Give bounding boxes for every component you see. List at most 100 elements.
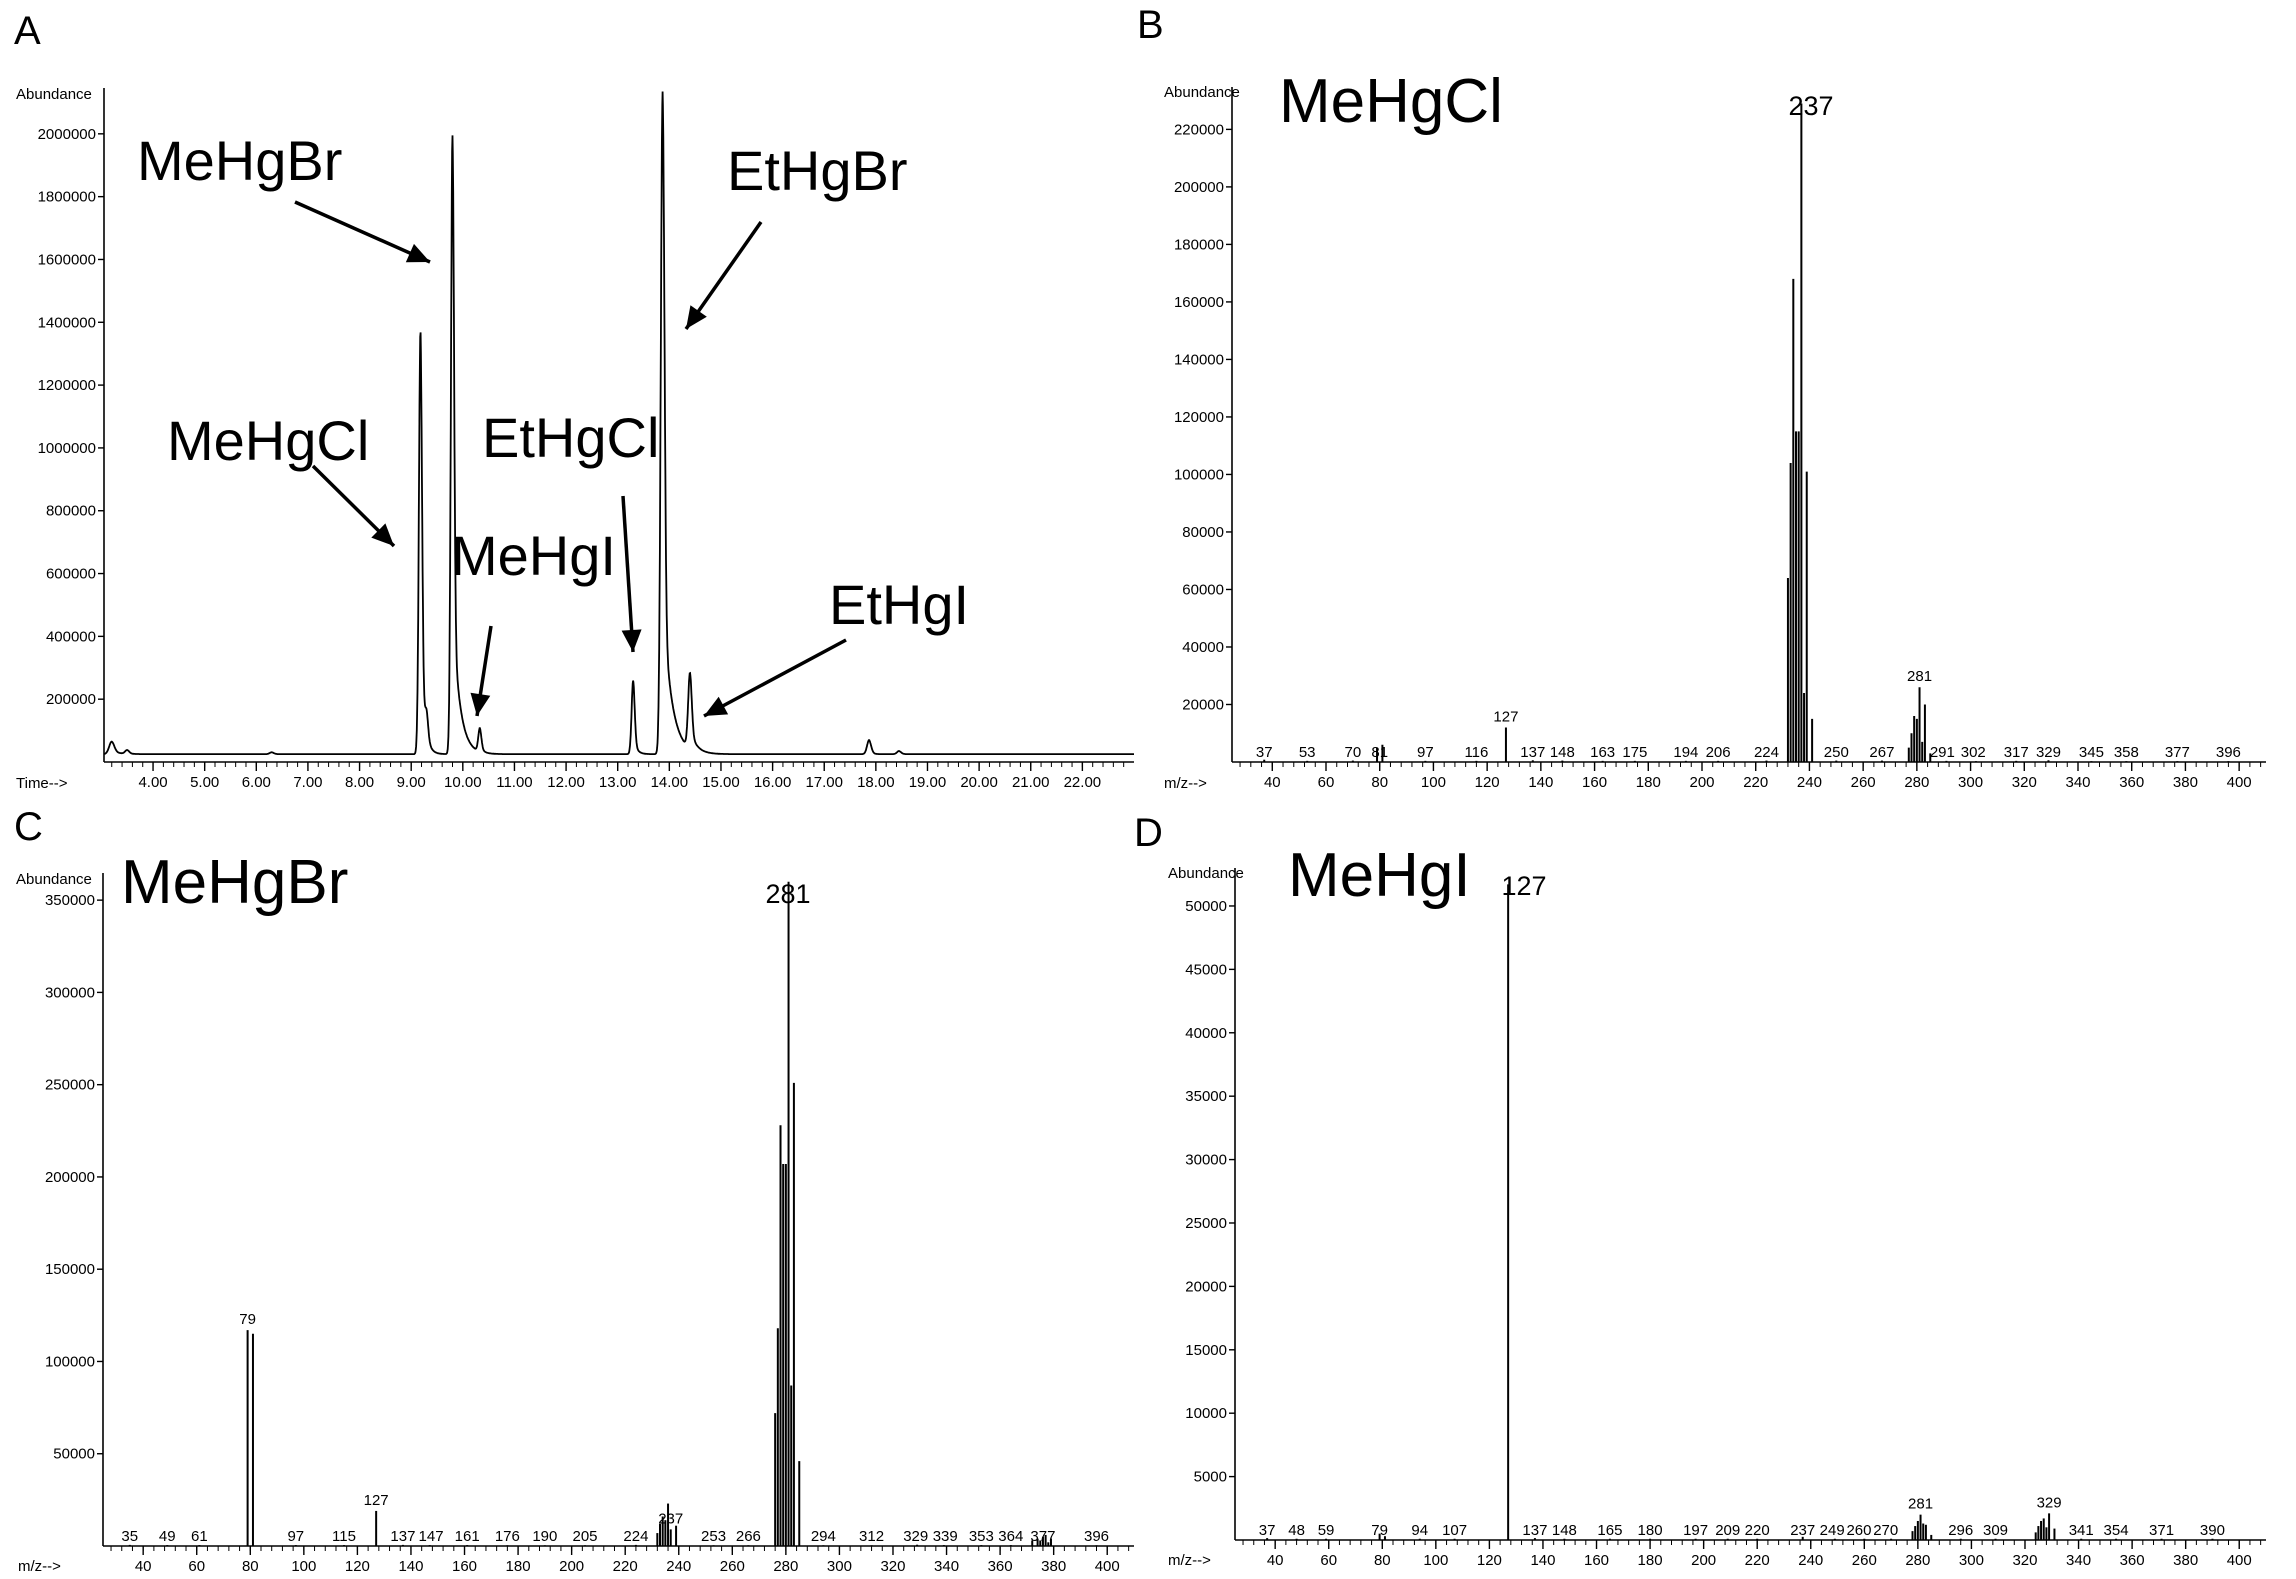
x-tick-label: 120 [1477, 1552, 1502, 1569]
x-tick-label: 100 [291, 1558, 316, 1575]
peak-label: 127 [364, 1492, 389, 1509]
annotation-arrowhead [470, 692, 491, 716]
annotation-arrow-shaft [294, 200, 431, 264]
x-tick-label: 340 [2066, 1552, 2091, 1569]
peak-label: 270 [1873, 1522, 1898, 1539]
x-tick-label: 240 [1798, 1552, 1823, 1569]
peak-label: 148 [1552, 1522, 1577, 1539]
peak-label: 115 [332, 1528, 356, 1545]
y-axis-label: Abundance [16, 871, 92, 888]
peak-label: 97 [1417, 744, 1434, 761]
y-tick-label: 150000 [45, 1261, 95, 1278]
x-tick-label: 280 [773, 1558, 798, 1575]
x-tick-label: 380 [1041, 1558, 1066, 1575]
x-tick-label: 16.00 [754, 774, 792, 791]
peak-label: 390 [2200, 1522, 2225, 1539]
y-tick-label: 1400000 [38, 314, 96, 331]
peak-label: 165 [1597, 1522, 1622, 1539]
panel-letter: C [14, 805, 43, 849]
peak-annotation: EtHgI [829, 573, 969, 636]
peak-label: 253 [701, 1528, 726, 1545]
panel-letter: A [14, 9, 41, 53]
peak-label: 296 [1948, 1522, 1973, 1539]
annotation-arrowhead [704, 696, 729, 716]
peak-label: 353 [969, 1528, 994, 1545]
peak-label: 266 [736, 1528, 761, 1545]
x-tick-label: 220 [613, 1558, 638, 1575]
x-tick-label: 120 [345, 1558, 370, 1575]
annotation-arrow-shaft [621, 495, 635, 653]
peak-label: 329 [903, 1528, 928, 1545]
peak-label: 79 [1371, 1522, 1388, 1539]
spectrum-title: MeHgCl [1279, 67, 1503, 136]
x-tick-label: 400 [2227, 1552, 2252, 1569]
y-tick-label: 50000 [1185, 898, 1227, 915]
x-tick-label: 19.00 [909, 774, 947, 791]
x-tick-label: 360 [2120, 1552, 2145, 1569]
peak-label: 237 [658, 1510, 683, 1527]
peak-label: 281 [1907, 668, 1932, 685]
peak-label: 312 [859, 1528, 884, 1545]
y-axis-label: Abundance [16, 86, 92, 103]
peak-label: 163 [1590, 744, 1615, 761]
x-axis-label: Time--> [16, 775, 68, 792]
peak-label: 339 [933, 1528, 958, 1545]
base-peak-label: 237 [1788, 91, 1833, 121]
y-tick-label: 350000 [45, 892, 95, 909]
x-tick-label: 200 [559, 1558, 584, 1575]
y-tick-label: 180000 [1174, 236, 1224, 253]
peak-label: 127 [1493, 708, 1518, 725]
y-tick-label: 200000 [1174, 179, 1224, 196]
x-tick-label: 220 [1745, 1552, 1770, 1569]
peak-label: 190 [532, 1528, 557, 1545]
y-tick-label: 250000 [45, 1077, 95, 1094]
x-tick-label: 18.00 [857, 774, 895, 791]
peak-annotation: MeHgCl [167, 409, 369, 472]
y-tick-label: 20000 [1185, 1278, 1227, 1295]
peak-label: 176 [495, 1528, 520, 1545]
y-tick-label: 10000 [1185, 1405, 1227, 1422]
y-tick-label: 600000 [46, 566, 96, 583]
y-tick-label: 1800000 [38, 189, 96, 206]
x-tick-label: 40 [135, 1558, 152, 1575]
peak-label: 137 [1520, 744, 1545, 761]
peak-label: 61 [191, 1528, 208, 1545]
peak-label: 148 [1550, 744, 1575, 761]
peak-label: 53 [1299, 744, 1316, 761]
x-tick-label: 320 [880, 1558, 905, 1575]
peak-label: 249 [1820, 1522, 1845, 1539]
peak-label: 329 [2036, 744, 2061, 761]
x-tick-label: 60 [1320, 1552, 1337, 1569]
peak-label: 180 [1638, 1522, 1663, 1539]
x-tick-label: 60 [1318, 774, 1335, 791]
x-tick-label: 320 [2012, 1552, 2037, 1569]
y-axis-label: Abundance [1168, 865, 1244, 882]
x-tick-label: 320 [2012, 774, 2037, 791]
x-tick-label: 280 [1905, 1552, 1930, 1569]
x-tick-label: 60 [188, 1558, 205, 1575]
y-tick-label: 100000 [1174, 466, 1224, 483]
peak-label: 37 [1256, 744, 1273, 761]
panel-d: D Abundance m/z--> 5000 10000 15000 20000 25000… [1134, 811, 2266, 1569]
y-tick-label: 160000 [1174, 294, 1224, 311]
x-tick-label: 140 [1530, 1552, 1555, 1569]
panel-c: C Abundance m/z--> 50000 100000 150000 200000 2… [14, 805, 1134, 1575]
base-peak-label: 127 [1501, 871, 1546, 901]
peak-label: 294 [811, 1528, 836, 1545]
y-tick-label: 220000 [1174, 121, 1224, 138]
peak-label: 94 [1411, 1522, 1428, 1539]
peak-label: 237 [1790, 1522, 1815, 1539]
annotation-arrowhead [371, 523, 394, 546]
x-tick-label: 300 [1958, 774, 1983, 791]
peak-label: 364 [998, 1528, 1023, 1545]
annotation-arrowhead [621, 629, 642, 652]
peak-label: 281 [1908, 1496, 1933, 1513]
x-tick-label: 400 [2227, 774, 2252, 791]
x-tick-label: 220 [1743, 774, 1768, 791]
y-tick-label: 45000 [1185, 961, 1227, 978]
x-tick-label: 21.00 [1012, 774, 1050, 791]
x-tick-label: 22.00 [1064, 774, 1102, 791]
x-tick-label: 380 [2173, 774, 2198, 791]
x-tick-label: 9.00 [397, 774, 426, 791]
x-tick-label: 15.00 [702, 774, 740, 791]
